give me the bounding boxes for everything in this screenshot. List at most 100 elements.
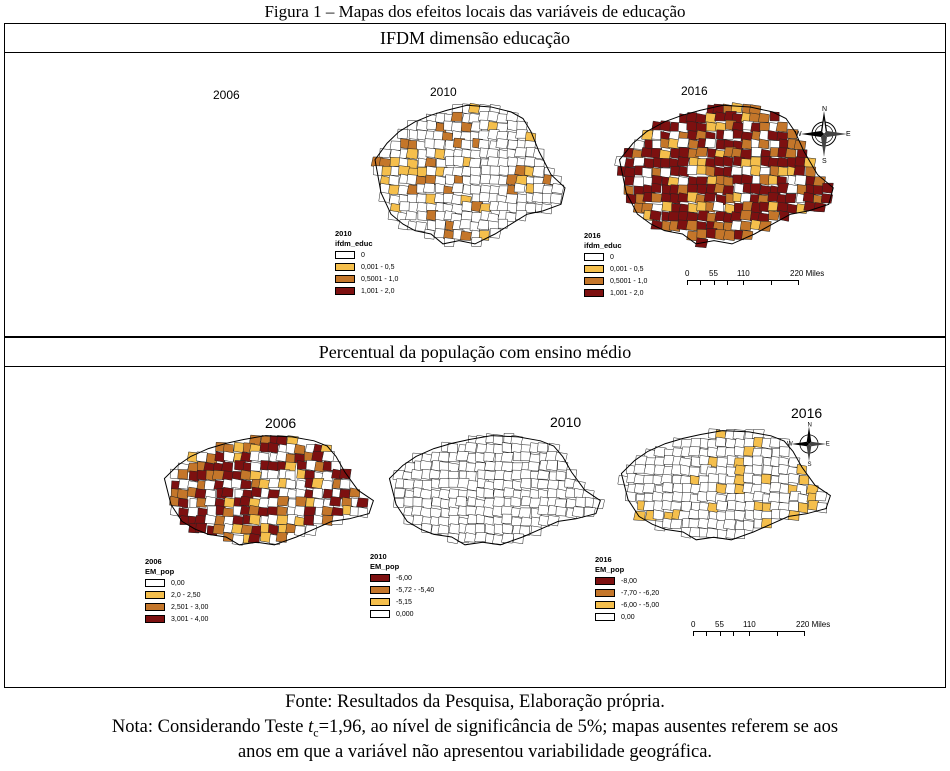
municipality-cell <box>212 524 225 535</box>
municipality-cell <box>204 496 216 506</box>
municipality-cell <box>661 201 673 212</box>
municipality-cell <box>537 442 549 453</box>
municipality-cell <box>296 460 308 470</box>
municipality-cell <box>555 470 567 482</box>
map-2016-ifdm <box>614 102 834 248</box>
municipality-cell <box>500 452 514 463</box>
municipality-cell <box>455 496 467 508</box>
municipality-cell <box>520 451 531 462</box>
municipality-cell <box>740 174 754 185</box>
scale-tick: 220 Miles <box>790 269 825 278</box>
municipality-cell <box>527 461 540 472</box>
municipality-cell <box>433 139 446 150</box>
municipality-cell <box>686 211 699 222</box>
municipality-cell <box>501 532 515 544</box>
scale-tick: 220 Miles <box>796 620 831 629</box>
municipality-cell <box>651 182 662 193</box>
municipality-cell <box>632 176 645 188</box>
municipality-cell <box>276 496 290 507</box>
compass-rose-icon: N S E W <box>795 106 851 165</box>
municipality-cell <box>523 156 537 167</box>
panel-title: IFDM dimensão educação <box>5 24 945 53</box>
municipality-cell <box>501 513 513 525</box>
municipality-cell <box>688 446 701 457</box>
legend-var: EM_pop <box>370 562 400 571</box>
municipality-cell <box>623 175 635 186</box>
municipality-cell <box>433 228 446 239</box>
municipality-cell <box>686 165 699 175</box>
municipality-cell <box>659 167 672 178</box>
municipality-cell <box>502 487 515 498</box>
municipality-cell <box>777 473 791 485</box>
municipality-cell <box>457 477 470 489</box>
municipality-cell <box>312 488 323 500</box>
municipality-cell <box>455 450 470 461</box>
municipality-cell <box>426 119 437 130</box>
legend-class: -6,00 <box>396 574 412 582</box>
municipality-cell <box>408 129 420 140</box>
municipality-cell <box>460 230 473 241</box>
municipality-cell <box>451 182 464 194</box>
municipality-cell <box>461 200 473 213</box>
municipality-cell <box>592 498 605 510</box>
municipality-cell <box>538 515 550 527</box>
municipality-cell <box>477 219 490 231</box>
municipality-cell <box>434 148 446 160</box>
municipality-cell <box>752 455 764 466</box>
state-outline <box>163 435 374 546</box>
legend-class: 0 <box>610 253 614 261</box>
municipality-cell <box>661 481 674 493</box>
municipality-cell <box>177 488 190 500</box>
legend-class: 0,001 - 0,5 <box>610 265 644 273</box>
municipality-cell <box>715 483 728 494</box>
municipality-cell <box>388 174 400 187</box>
municipality-cell <box>748 112 760 123</box>
municipality-cell <box>379 148 392 159</box>
state-outline <box>388 435 601 546</box>
municipality-cell <box>204 480 217 491</box>
scale-tick: 110 <box>743 620 756 629</box>
municipality-cell <box>741 229 754 240</box>
municipality-cell <box>734 446 745 457</box>
municipality-cell <box>787 473 800 484</box>
municipality-cell <box>435 182 445 194</box>
municipality-cell <box>464 532 477 543</box>
compass-w: W <box>787 442 793 448</box>
municipality-cell <box>513 182 526 193</box>
legend-year: 2016 <box>595 555 612 564</box>
municipality-cell <box>520 478 532 490</box>
scale-tick: 110 <box>737 269 750 278</box>
municipality-cell <box>497 218 508 229</box>
map-year-label: 2016 <box>791 405 823 421</box>
municipality-cell <box>739 220 751 231</box>
municipality-cell <box>575 496 586 508</box>
municipality-cell <box>293 443 306 455</box>
panel-em-pop: Percentual da população com ensino médio… <box>4 337 946 688</box>
compass-n: N <box>822 106 827 113</box>
municipality-cell <box>733 509 746 522</box>
municipality-cell <box>547 515 560 527</box>
municipality-cell <box>678 165 690 178</box>
municipality-cell <box>221 486 234 498</box>
municipality-cell <box>687 139 699 149</box>
municipality-cell <box>240 469 251 481</box>
municipality-cell <box>474 451 486 463</box>
legend-var: EM_pop <box>595 565 625 574</box>
municipality-cell <box>651 192 663 203</box>
municipality-cell <box>722 129 736 140</box>
municipality-cell <box>768 210 780 221</box>
municipality-cell <box>660 137 671 149</box>
municipality-cell <box>177 497 189 509</box>
legend-class: 0,001 - 0,5 <box>361 263 395 271</box>
municipality-cell <box>545 459 558 472</box>
legend-class: -8,00 <box>621 577 637 585</box>
municipality-cell <box>389 157 401 167</box>
municipality-cell <box>798 502 808 514</box>
municipality-cell <box>493 523 504 536</box>
municipality-cell <box>680 475 692 485</box>
municipality-cell <box>258 478 272 489</box>
map-year-label: 2010 <box>550 414 582 430</box>
state-outline <box>618 104 834 245</box>
municipality-cell <box>788 501 799 512</box>
municipality-cell <box>203 461 215 472</box>
